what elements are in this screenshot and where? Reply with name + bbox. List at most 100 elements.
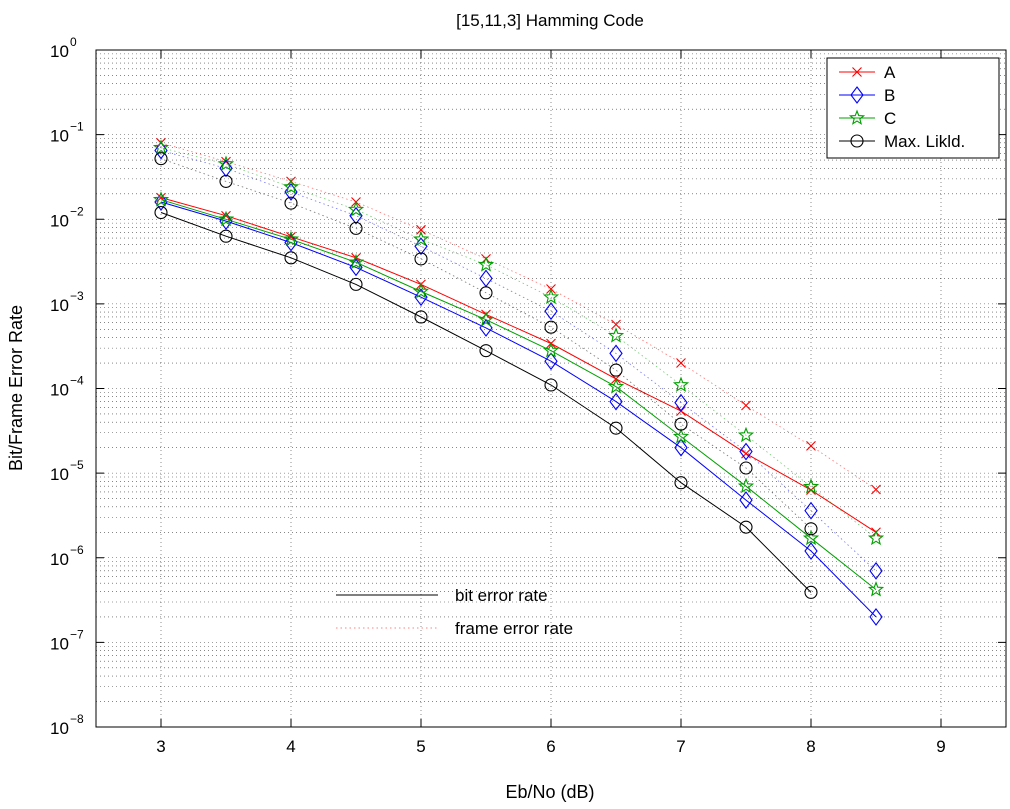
x-tick-label: 8 xyxy=(806,737,815,756)
bit-error-point xyxy=(544,352,558,371)
frame-error-point xyxy=(347,201,365,217)
annotation-bit-error-rate: bit error rate xyxy=(455,586,548,605)
bit-error-line xyxy=(160,199,877,590)
y-tick-label: 10 −2 xyxy=(50,204,84,230)
grid xyxy=(96,50,1006,728)
frame-error-point xyxy=(871,484,881,495)
legend-label: A xyxy=(884,63,896,82)
y-tick-exponent: −5 xyxy=(70,458,84,472)
frame-error-point xyxy=(544,302,558,321)
legend-label: B xyxy=(884,86,895,105)
y-tick-exponent: −1 xyxy=(70,120,84,134)
y-tick-label: 10 −7 xyxy=(50,627,84,653)
y-tick-base: 10 xyxy=(50,296,69,315)
bit-error-line xyxy=(160,201,877,618)
frame-error-point xyxy=(806,440,816,451)
bit-error-point xyxy=(347,253,365,270)
bit-error-point xyxy=(802,529,820,546)
bit-error-point xyxy=(284,251,298,265)
bit-error-line xyxy=(160,197,877,533)
frame-error-point xyxy=(737,426,755,443)
bit-error-point xyxy=(349,277,363,291)
bit-error-point xyxy=(804,542,818,560)
y-tick-label: 10 −8 xyxy=(50,712,84,738)
frame-error-point xyxy=(152,139,170,155)
frame-error-point xyxy=(412,230,430,247)
y-tick-base: 10 xyxy=(50,42,69,61)
x-tick-label: 6 xyxy=(546,737,555,756)
frame-error-point xyxy=(739,442,753,461)
legend-item: A xyxy=(839,63,896,82)
frame-error-point xyxy=(154,152,168,166)
y-tick-base: 10 xyxy=(50,211,69,230)
frame-error-point xyxy=(217,155,235,171)
y-tick-exponent: −6 xyxy=(70,543,84,557)
frame-error-point xyxy=(609,344,623,363)
frame-error-point xyxy=(542,288,560,305)
y-tick-base: 10 xyxy=(50,381,69,400)
bit-error-point xyxy=(741,448,751,459)
y-tick-label: 10 −1 xyxy=(50,120,84,146)
y-tick-base: 10 xyxy=(50,719,69,738)
y-tick-label: 10 −4 xyxy=(50,374,84,400)
x-tick-label: 7 xyxy=(676,737,685,756)
y-tick-label: 10 −3 xyxy=(50,289,84,315)
bit-error-point xyxy=(739,520,753,534)
bit-error-point xyxy=(217,210,235,227)
x-axis-label: Eb/No (dB) xyxy=(505,782,594,802)
legend-item: Max. Likld. xyxy=(839,132,965,151)
legend-marker xyxy=(850,134,864,148)
frame-error-point xyxy=(611,319,621,330)
bit-error-point xyxy=(219,229,233,243)
frame-error-point xyxy=(867,529,885,546)
legend-marker xyxy=(850,86,864,104)
series-max-likld- xyxy=(154,152,818,599)
annotation-frame-error-rate: frame error rate xyxy=(455,619,573,638)
frame-error-point xyxy=(607,327,625,343)
legend-item: C xyxy=(839,109,896,128)
bit-error-point xyxy=(154,205,168,220)
legend-marker xyxy=(848,109,866,125)
frame-error-point xyxy=(479,286,493,300)
bit-error-point xyxy=(672,428,690,444)
bit-error-point xyxy=(542,342,560,358)
frame-error-point xyxy=(804,522,818,536)
y-tick-label: 10 −6 xyxy=(50,543,84,569)
frame-error-point xyxy=(741,400,751,411)
y-tick-base: 10 xyxy=(50,127,69,146)
bit-error-point xyxy=(282,230,300,247)
legend-label: Max. Likld. xyxy=(884,132,965,151)
x-tick-label: 4 xyxy=(286,737,295,756)
bit-error-point xyxy=(609,421,623,435)
y-tick-label: 10 −5 xyxy=(50,458,84,484)
frame-error-point xyxy=(219,159,233,178)
legend: ABC Max. Likld. xyxy=(826,57,1000,159)
frame-error-point xyxy=(739,461,753,475)
bit-error-point xyxy=(609,392,623,411)
bit-error-point xyxy=(867,581,885,597)
y-tick-exponent: −7 xyxy=(70,627,84,641)
frame-error-point xyxy=(802,478,820,494)
frame-error-point xyxy=(544,320,558,334)
frame-error-point xyxy=(477,256,495,272)
bit-error-point xyxy=(607,378,625,394)
bit-error-point xyxy=(412,282,430,299)
frame-error-point xyxy=(414,252,428,266)
bit-error-point xyxy=(739,491,753,510)
x-tick-label: 5 xyxy=(416,737,425,756)
chart-title: [15,11,3] Hamming Code xyxy=(456,11,644,30)
frame-error-line xyxy=(160,158,812,530)
frame-error-point xyxy=(609,363,623,377)
bit-error-point xyxy=(544,378,558,392)
frame-error-line xyxy=(160,147,877,539)
frame-error-line xyxy=(160,142,877,490)
bit-error-line xyxy=(160,212,812,593)
frame-error-point xyxy=(869,561,883,580)
frame-error-point xyxy=(284,196,298,210)
frame-error-point xyxy=(349,221,363,235)
annotation-layer: bit error rate frame error rate xyxy=(336,586,573,638)
y-tick-exponent: −4 xyxy=(70,374,84,388)
frame-error-point xyxy=(674,417,688,431)
frame-error-point xyxy=(282,178,300,194)
